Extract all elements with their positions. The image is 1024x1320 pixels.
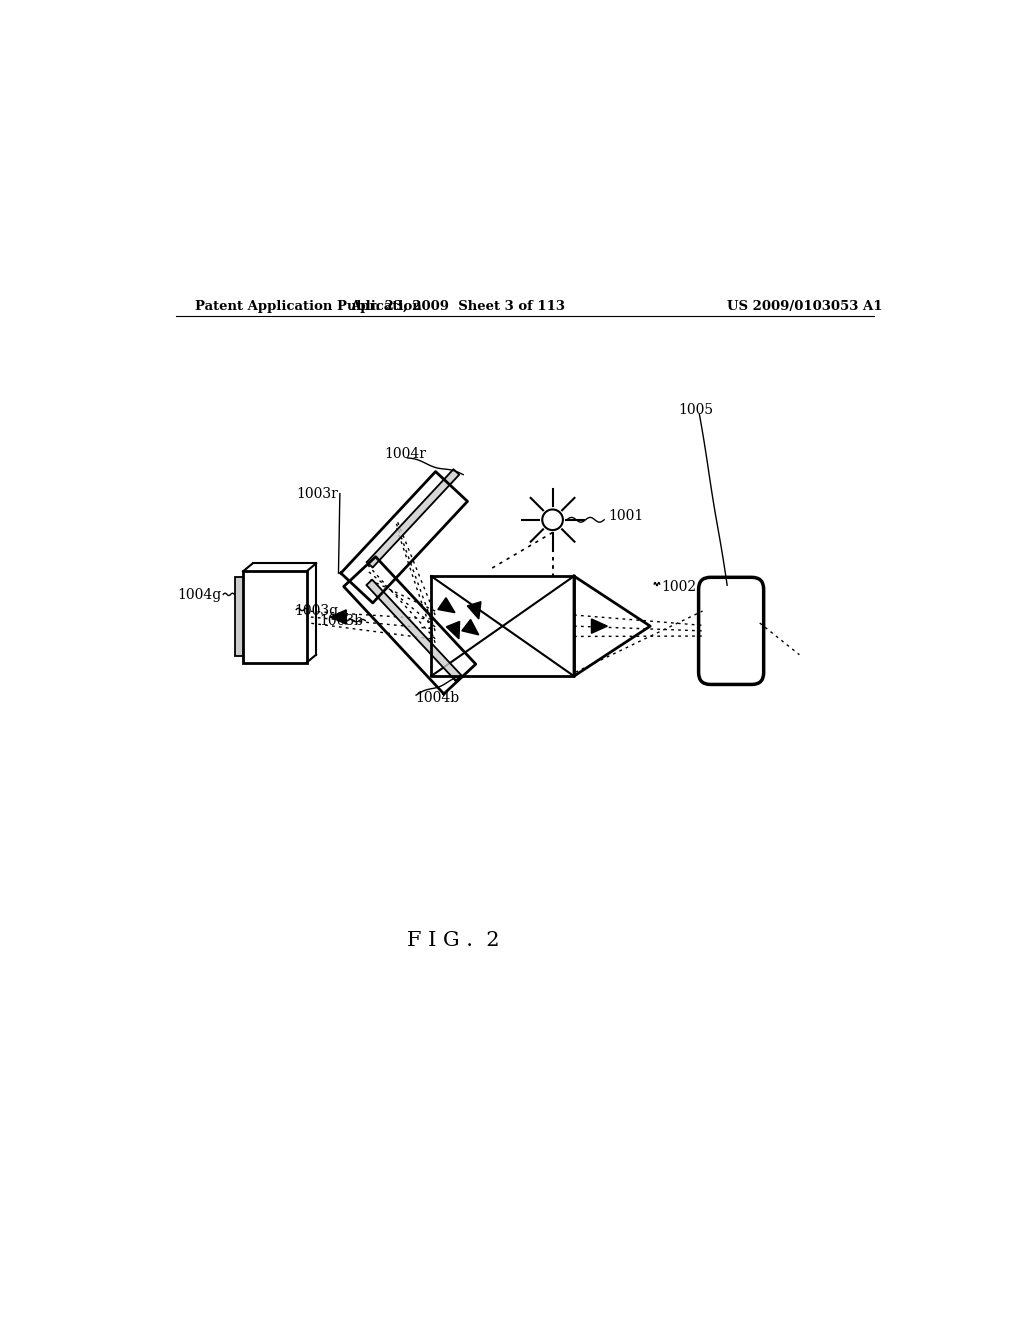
Polygon shape (467, 602, 481, 619)
Text: 1005: 1005 (678, 404, 713, 417)
Polygon shape (331, 610, 346, 624)
Text: 1004r: 1004r (385, 447, 427, 461)
Text: 1001: 1001 (608, 508, 643, 523)
Polygon shape (446, 622, 460, 639)
Bar (243, 572, 306, 663)
Text: 1003b: 1003b (319, 614, 364, 627)
Text: 1003r: 1003r (296, 487, 338, 500)
Text: 1004g: 1004g (177, 589, 221, 602)
Polygon shape (592, 619, 607, 634)
Text: Apr. 23, 2009  Sheet 3 of 113: Apr. 23, 2009 Sheet 3 of 113 (350, 300, 565, 313)
Text: 1002: 1002 (662, 581, 696, 594)
Text: US 2009/0103053 A1: US 2009/0103053 A1 (727, 300, 883, 313)
Bar (236, 577, 243, 656)
Text: Patent Application Publication: Patent Application Publication (196, 300, 422, 313)
Polygon shape (462, 619, 479, 635)
Text: 1004b: 1004b (416, 692, 460, 705)
Polygon shape (438, 598, 455, 612)
Text: F I G .  2: F I G . 2 (408, 931, 500, 950)
Polygon shape (367, 469, 459, 568)
Text: 1003g: 1003g (295, 605, 339, 618)
Polygon shape (367, 579, 462, 681)
